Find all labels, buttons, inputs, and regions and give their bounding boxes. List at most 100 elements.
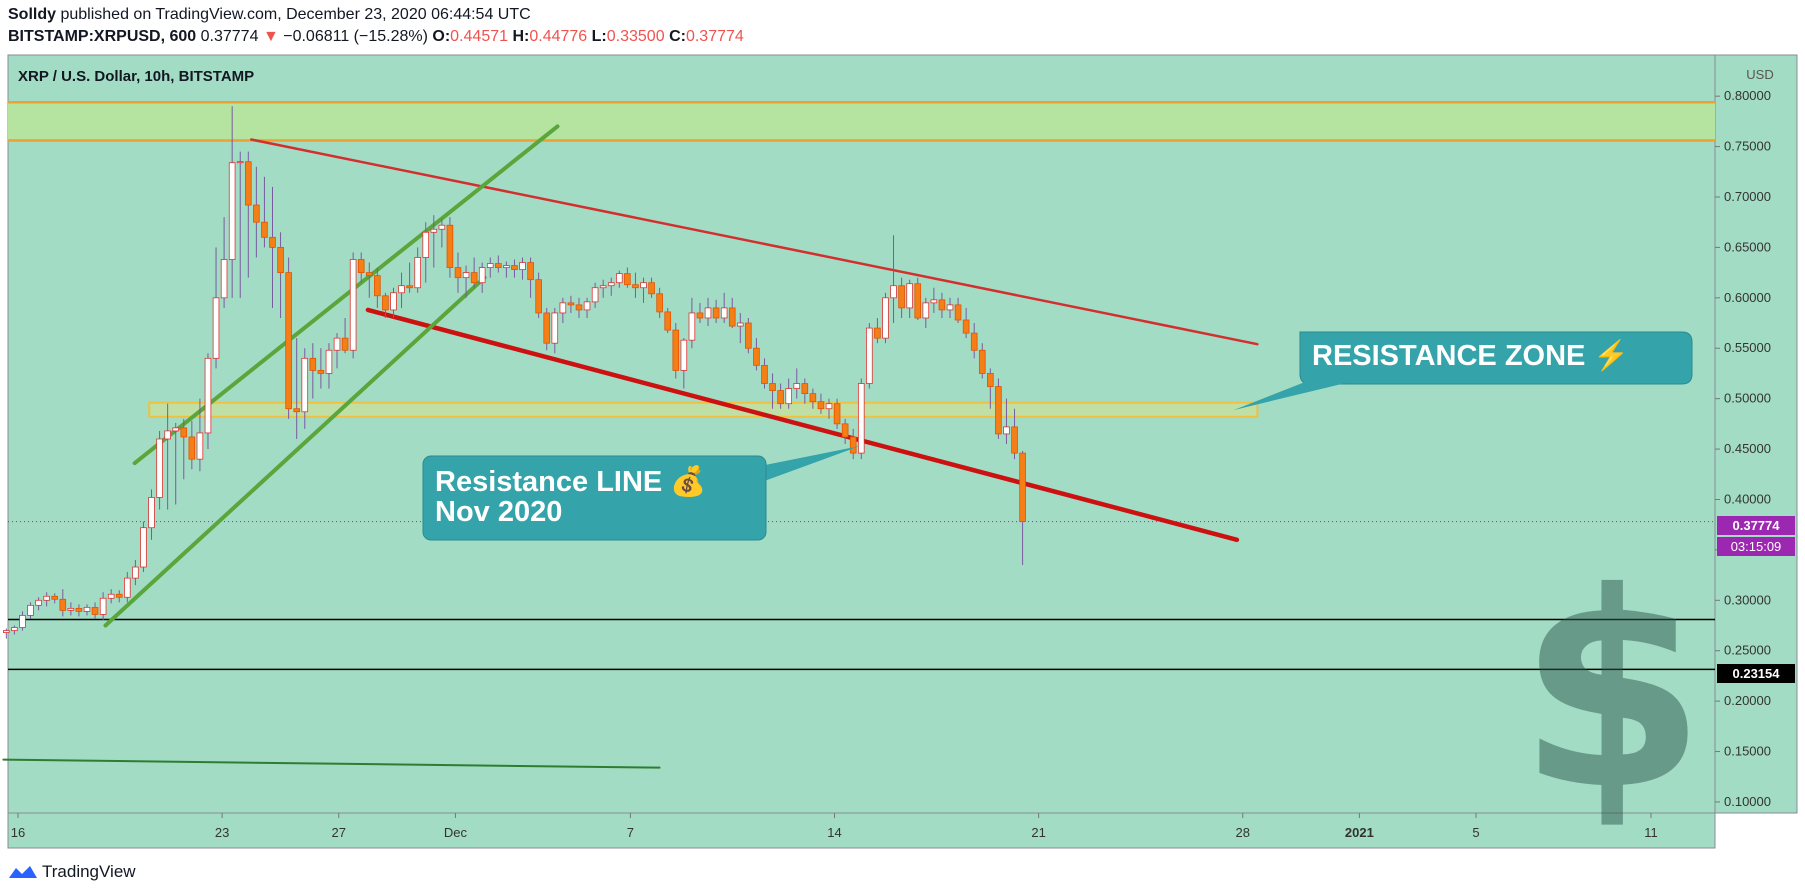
candle-down — [817, 401, 825, 410]
candle-down — [833, 403, 841, 425]
candle-up — [99, 597, 107, 615]
callout-resistance-line[interactable]: Resistance LINE 💰 Nov 2020 — [422, 446, 860, 541]
candle-down — [261, 221, 268, 238]
candle-up — [551, 312, 559, 344]
footer-brand[interactable]: TradingView — [8, 862, 136, 882]
candle-down — [446, 224, 454, 268]
currency-label: USD — [1746, 67, 1773, 82]
candle-up — [35, 599, 42, 606]
candle-down — [527, 262, 534, 281]
candle-up — [946, 304, 954, 311]
candle-down — [575, 304, 583, 311]
candle-down — [648, 282, 655, 295]
candle-down — [374, 275, 381, 297]
candle-down — [567, 302, 575, 306]
low-label: L: — [591, 28, 607, 45]
candle-up — [462, 272, 470, 279]
candle-up — [107, 593, 115, 599]
candle-up — [67, 607, 75, 611]
y-tick-label: 0.20000 — [1724, 693, 1771, 708]
y-tick-label: 0.45000 — [1724, 441, 1771, 456]
candle-up — [793, 383, 801, 389]
candle-up — [19, 615, 26, 628]
candle-up — [688, 312, 696, 341]
candle-up — [906, 283, 913, 309]
high-label: H: — [512, 28, 530, 45]
callout-line-date: Nov 2020 — [435, 496, 562, 528]
y-tick-label: 0.25000 — [1724, 643, 1771, 658]
candle-down — [712, 307, 720, 319]
candle-up — [890, 285, 897, 299]
candle-up — [43, 595, 50, 601]
symbol-info: BITSTAMP:XRPUSD, 600 0.37774 ▼ −0.06811 … — [8, 28, 744, 46]
candle-down — [914, 283, 922, 319]
bottom-green-line — [2, 758, 661, 769]
candle-down — [970, 332, 978, 351]
candle-down — [978, 349, 986, 374]
time-axis[interactable] — [7, 812, 1716, 849]
y-tick-label: 0.40000 — [1724, 491, 1771, 506]
y-tick-label: 0.80000 — [1724, 88, 1771, 103]
candle-down — [535, 279, 542, 314]
candle-down — [656, 293, 663, 313]
candle-down — [761, 364, 768, 384]
candle-up — [3, 630, 10, 633]
candle-down — [987, 373, 994, 387]
channel-lower-green-line — [103, 275, 487, 628]
candle-down — [470, 272, 478, 284]
candle-up — [220, 259, 228, 299]
candle-down — [954, 304, 962, 321]
candle-down — [1011, 426, 1018, 454]
candle-up — [390, 292, 397, 311]
candle-up — [236, 161, 244, 164]
candle-up — [857, 383, 865, 454]
candle-down — [995, 386, 1002, 435]
candle-down — [624, 273, 631, 286]
candle-up — [11, 627, 18, 631]
candle-up — [922, 302, 930, 319]
candle-down — [672, 329, 680, 371]
callout-resistance-zone-text: RESISTANCE ZONE ⚡ — [1312, 338, 1630, 373]
svg-text:$: $ — [1518, 534, 1706, 849]
y-tick-label: 0.60000 — [1724, 290, 1771, 305]
candle-down — [365, 272, 373, 277]
candle-down — [962, 319, 970, 334]
x-tick-label: 21 — [1031, 825, 1045, 840]
candle-up — [478, 267, 486, 284]
candle-down — [809, 393, 817, 403]
y-tick-label: 0.70000 — [1724, 189, 1771, 204]
candle-down — [317, 370, 325, 374]
candle-up — [140, 527, 147, 568]
callout-resistance-zone[interactable]: RESISTANCE ZONE ⚡ — [1234, 331, 1693, 410]
candle-up — [486, 263, 494, 268]
brand-name: TradingView — [42, 862, 136, 881]
candle-up — [414, 257, 421, 289]
candle-down — [309, 357, 317, 371]
candle-up — [172, 427, 180, 432]
candle-up — [720, 307, 728, 319]
candle-up — [27, 604, 34, 616]
author-name[interactable]: Solldy — [8, 6, 57, 23]
candle-down — [277, 247, 284, 274]
open-value: 0.44571 — [450, 28, 509, 45]
open-label: O: — [432, 28, 451, 45]
price-tag-text: 0.37774 — [1733, 518, 1781, 533]
candle-down — [357, 259, 365, 274]
resistance-zone-top-band — [8, 102, 1715, 141]
price-change: −0.06811 (−15.28%) — [283, 28, 428, 45]
close-label: C: — [669, 28, 686, 45]
candle-down — [696, 312, 704, 319]
price-axis[interactable] — [1714, 54, 1798, 814]
candle-up — [196, 432, 204, 460]
candle-down — [543, 312, 551, 344]
candle-up — [349, 259, 357, 351]
x-tick-label: 23 — [215, 825, 229, 840]
level-tag: 0.23154 — [1717, 664, 1795, 683]
candle-down — [188, 436, 196, 460]
candle-up — [398, 285, 405, 294]
x-tick-label: 27 — [332, 825, 346, 840]
y-tick-label: 0.65000 — [1724, 239, 1771, 254]
candle-down — [285, 272, 292, 410]
candle-down — [801, 383, 809, 395]
